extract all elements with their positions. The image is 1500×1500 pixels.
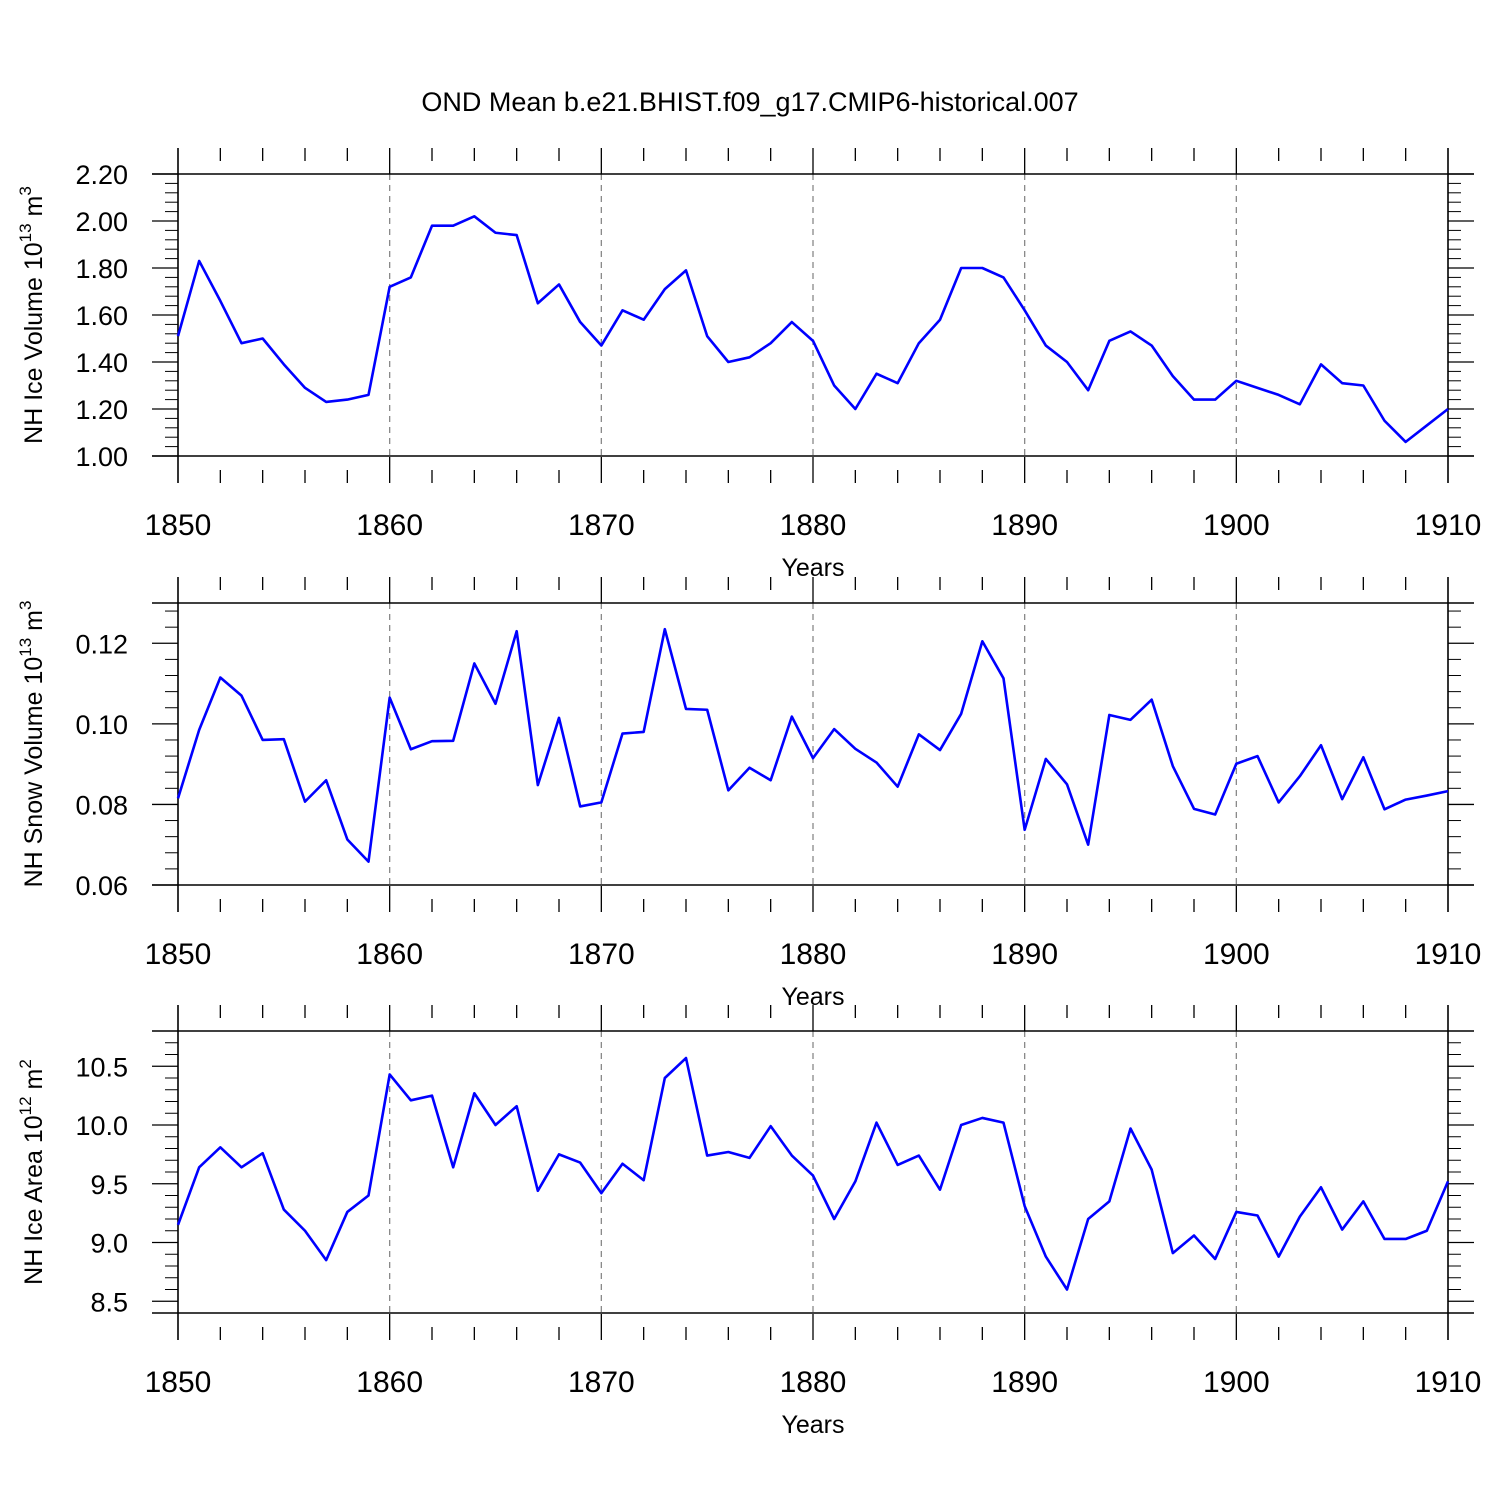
panel-2-y-axis-title: NH Snow Volume 1013 m3 [16,601,48,888]
panel-3-x-tick-label: 1870 [568,1366,635,1399]
panel-1-x-tick-label: 1890 [991,509,1058,542]
panel-1-y-tick-label: 1.40 [75,348,128,378]
panel-2-x-tick-label: 1890 [991,938,1058,971]
panel-2-x-tick-label: 1850 [145,938,212,971]
panel-3-x-tick-label: 1880 [780,1366,847,1399]
panel-3-y-axis-title: NH Ice Area 1012 m2 [16,1059,48,1285]
panel-3-y-tick-label: 10.0 [75,1111,128,1141]
panel-2-series-line [176,627,1449,863]
panel-3-x-tick-label: 1850 [145,1366,212,1399]
panel-2-y-tick-label: 0.12 [75,629,128,659]
panel-1-y-tick-label: 1.60 [75,301,128,331]
panel-1-series-line [176,215,1449,444]
panel-1-x-tick-label: 1910 [1415,509,1482,542]
panel-3-y-tick-label: 9.5 [90,1170,128,1200]
panel-3-series-line [176,1056,1450,1291]
panel-2-y-tick-label: 0.08 [75,790,128,820]
panel-1-x-tick-label: 1870 [568,509,635,542]
panel-3-x-axis-title: Years [781,1411,844,1439]
chart-title: OND Mean b.e21.BHIST.f09_g17.CMIP6-histo… [421,87,1078,117]
panel-2-x-tick-label: 1860 [356,938,423,971]
panel-1-y-tick-label: 1.00 [75,442,128,472]
panel-3-x-tick-label: 1900 [1203,1366,1270,1399]
panel-2-x-tick-label: 1870 [568,938,635,971]
panel-1-y-axis-title: NH Ice Volume 1013 m3 [16,186,48,444]
panel-2-x-tick-label: 1910 [1415,938,1482,971]
panel-1-x-tick-label: 1860 [356,509,423,542]
panel-1-y-tick-label: 2.20 [75,160,128,190]
panel-2-x-tick-label: 1900 [1203,938,1270,971]
panel-1-y-tick-label: 1.20 [75,395,128,425]
panel-2-y-tick-label: 0.06 [75,871,128,901]
panel-2-x-tick-label: 1880 [780,938,847,971]
panel-3-y-tick-label: 8.5 [90,1287,128,1317]
panel-3-y-tick-label: 9.0 [90,1229,128,1259]
panel-1-x-tick-label: 1850 [145,509,212,542]
panel-1-y-tick-label: 2.00 [75,207,128,237]
panel-3-x-tick-label: 1890 [991,1366,1058,1399]
panel-3-x-tick-label: 1910 [1415,1366,1482,1399]
panel-3-y-tick-label: 10.5 [75,1052,128,1082]
panel-1-y-tick-label: 1.80 [75,254,128,284]
panel-2-y-tick-label: 0.10 [75,710,128,740]
panel-3-x-tick-label: 1860 [356,1366,423,1399]
panel-1-x-tick-label: 1900 [1203,509,1270,542]
panel-1-x-tick-label: 1880 [780,509,847,542]
